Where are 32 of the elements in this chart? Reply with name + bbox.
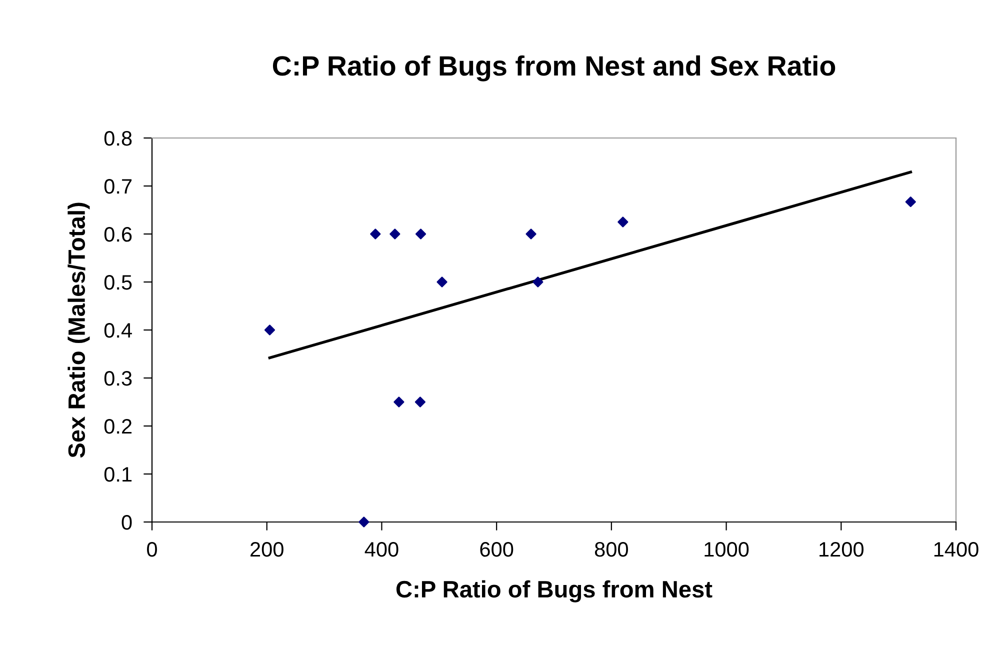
x-tick-label: 200	[250, 542, 284, 557]
x-tick-label: 1000	[704, 542, 749, 557]
y-tick-label: 0.6	[104, 227, 132, 242]
x-axis-title: C:P Ratio of Bugs from Nest	[396, 580, 712, 602]
y-axis-title: Sex Ratio (Males/Total)	[68, 202, 90, 458]
point	[264, 324, 276, 336]
point	[415, 228, 426, 240]
point	[905, 196, 916, 208]
x-tick-label: 1200	[820, 542, 864, 557]
point	[618, 216, 628, 228]
point	[394, 396, 404, 408]
x-tick-label: 1400	[934, 542, 978, 557]
y-tick-label: 0.3	[104, 371, 132, 386]
point	[526, 228, 536, 240]
y-tick-label: 0.2	[104, 419, 132, 434]
y-tick-label: 0.8	[104, 131, 132, 146]
point	[370, 228, 381, 240]
point	[532, 276, 544, 288]
x-tick-label: 0	[147, 542, 157, 557]
y-tick-label: 0	[122, 515, 132, 530]
x-tick-label: 600	[480, 542, 514, 557]
y-tick-label: 0.4	[104, 323, 132, 338]
y-tick-label: 0.5	[104, 275, 132, 290]
x-tick-label: 800	[594, 542, 628, 557]
y-tick-label: 0.7	[104, 179, 132, 194]
y-tick-label: 0.1	[104, 467, 132, 482]
chart-title: C:P Ratio of Bugs from Nest and Sex Ratio	[272, 55, 836, 82]
point	[358, 516, 370, 528]
point	[414, 396, 426, 408]
point	[436, 276, 448, 288]
point	[390, 228, 400, 240]
x-tick-label: 400	[364, 542, 398, 557]
